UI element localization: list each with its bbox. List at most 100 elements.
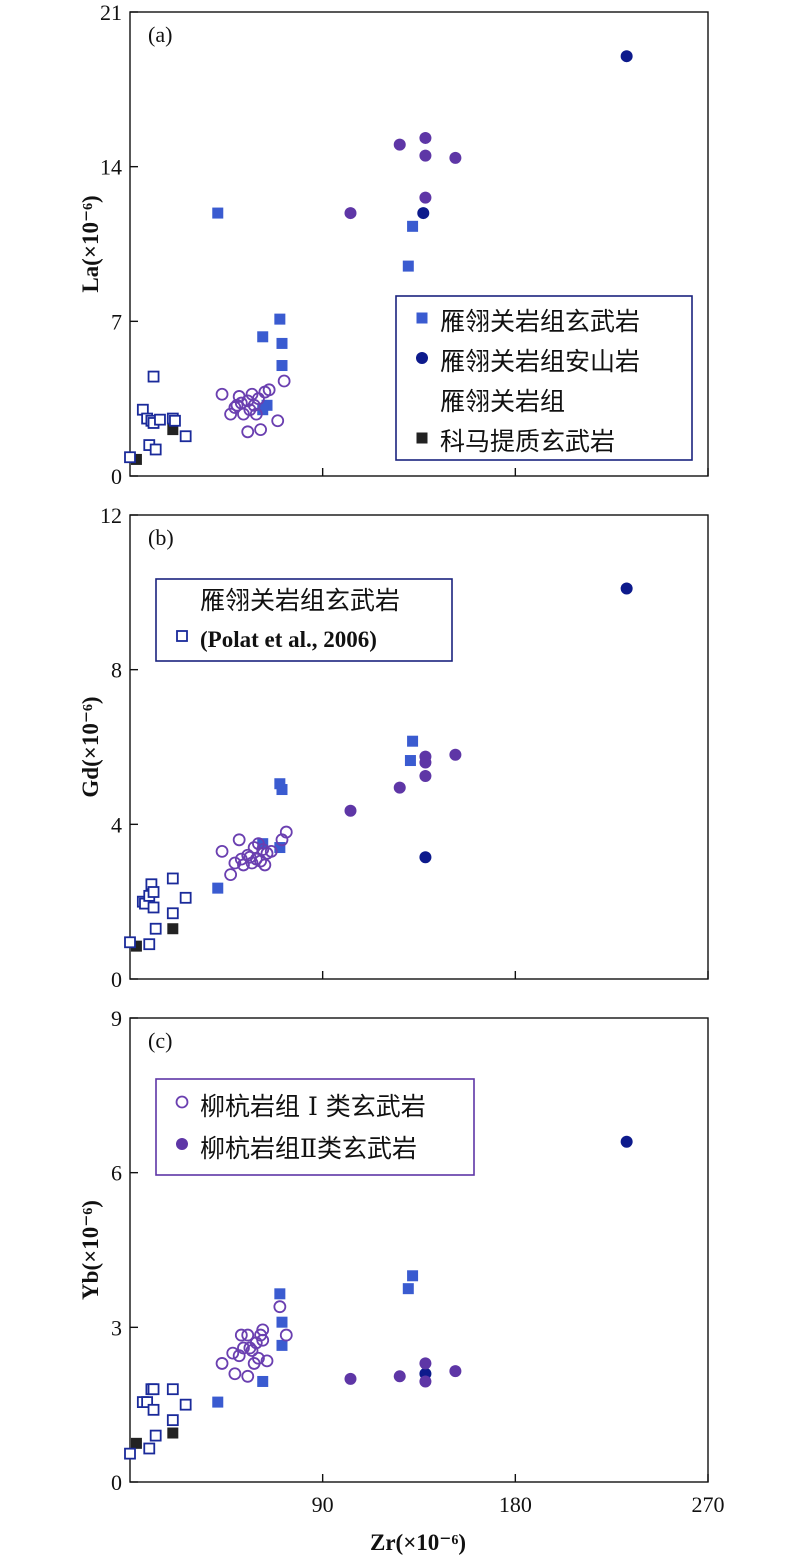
panel-a-point-komatiite xyxy=(167,424,179,436)
panel-b-point-type1 xyxy=(234,852,248,866)
panel-c-xtick-label: 180 xyxy=(499,1492,532,1517)
panel-a-point-type2 xyxy=(419,131,432,144)
panel-a-point-komatiite xyxy=(130,453,142,465)
panel-c-point-komatiite xyxy=(167,1427,179,1439)
panel-b-point-basalt_open xyxy=(124,936,136,949)
panel-c-point-type1 xyxy=(226,1346,240,1360)
panel-c-xtick-label: 270 xyxy=(692,1492,725,1517)
panel-b-point-basalt_open xyxy=(147,886,160,898)
panel-a-point-basalt_filled xyxy=(212,207,224,219)
panel-b-point-type1 xyxy=(243,850,257,864)
panel-c-point-basalt_filled xyxy=(212,1396,224,1408)
panel-c-point-type1 xyxy=(228,1367,242,1381)
panel-a-point-basalt_filled xyxy=(276,337,288,349)
panel-b-point-andesite xyxy=(620,582,633,595)
panel-a-point-basalt_filled xyxy=(276,360,288,372)
panel-b-point-basalt_open xyxy=(149,922,162,935)
panel-b-point-andesite xyxy=(419,851,432,864)
panel-b-ytick-label: 0 xyxy=(111,967,122,992)
panel-a-legend-marker-basalt_filled xyxy=(416,312,428,324)
panel-c-ylabel: Yb(×10⁻⁶) xyxy=(78,1200,103,1300)
panel-a-point-type1 xyxy=(271,414,285,428)
panel-c-point-basalt_open xyxy=(166,1383,179,1396)
panel-a-point-type2 xyxy=(419,191,432,204)
panel-a-legend-label-basalt_filled: 雁翎关岩组玄武岩 xyxy=(440,307,640,336)
panel-a-point-type1 xyxy=(241,425,255,439)
panel-c-point-basalt_filled xyxy=(402,1283,414,1295)
panel-a-ytick-label: 21 xyxy=(100,0,122,25)
panel-a-point-type1 xyxy=(243,403,257,417)
panel-c-legend-marker-type2 xyxy=(176,1138,188,1150)
panel-b-point-type2 xyxy=(344,804,357,817)
panel-a-ytick-label: 7 xyxy=(111,309,122,334)
panel-c-point-type1 xyxy=(243,1341,257,1355)
panel-b-point-type2 xyxy=(449,748,462,761)
panel-c-point-type1 xyxy=(215,1357,229,1370)
panel-a-legend-label-andesite: 雁翎关岩组安山岩 xyxy=(440,347,640,376)
panel-b-series-type2 xyxy=(344,748,462,817)
panel-b-legend-label-basalt_open-line1: 雁翎关岩组玄武岩 xyxy=(200,586,400,615)
panel-c-point-basalt_open xyxy=(166,1414,179,1427)
panel-b-point-basalt_filled xyxy=(404,755,416,767)
panel-b-ylabel: Gd(×10⁻⁶) xyxy=(78,696,103,797)
panel-b-point-komatiite xyxy=(167,923,179,935)
panel-a-series-komatiite xyxy=(130,424,179,465)
panel-b-point-basalt_filled xyxy=(274,842,286,854)
panel-b-point-basalt_open xyxy=(147,901,160,914)
panel-a-panel-label: (a) xyxy=(148,22,172,47)
panel-a-point-basalt_open xyxy=(169,414,181,427)
panel-b-point-type1 xyxy=(254,854,267,868)
panel-c-series-type1 xyxy=(215,1300,293,1383)
panel-b-point-basalt_open xyxy=(143,938,156,951)
panel-a-legend-frame xyxy=(395,295,693,461)
panel-b-point-type2 xyxy=(419,770,432,782)
panel-a-point-type1 xyxy=(230,398,244,412)
panel-a-point-type1 xyxy=(277,374,291,388)
panel-a-point-type1 xyxy=(262,383,276,397)
panel-a-point-basalt_open xyxy=(179,430,192,443)
panel-b-point-basalt_open xyxy=(166,907,179,920)
panel-c-point-basalt_open xyxy=(143,1442,156,1455)
panel-c-panel-label: (c) xyxy=(148,1028,172,1053)
panel-a-point-type2 xyxy=(393,138,406,151)
panel-a-point-type1 xyxy=(237,407,250,421)
panel-a-point-andesite xyxy=(620,50,633,63)
panel-c-series-komatiite xyxy=(130,1427,179,1449)
panel-a-point-type1 xyxy=(252,392,265,406)
panel-c-point-basalt_filled xyxy=(257,1375,269,1387)
panel-a-point-type1 xyxy=(215,387,229,401)
panel-a-point-type1 xyxy=(224,407,238,421)
panel-c-ytick-label: 3 xyxy=(111,1315,122,1340)
panel-b-point-type1 xyxy=(245,856,259,870)
panel-b-point-type1 xyxy=(224,868,238,881)
panel-c-point-basalt_open xyxy=(179,1398,192,1411)
panel-c-ytick-label: 6 xyxy=(111,1161,122,1186)
panel-a-series-type1 xyxy=(215,374,291,439)
panel-a-point-basalt_filled xyxy=(407,220,419,232)
panel-a-point-basalt_open xyxy=(149,443,162,456)
panel-c-point-basalt_filled xyxy=(407,1270,419,1282)
panel-c-ytick-label: 0 xyxy=(111,1470,122,1495)
panel-c-point-type1 xyxy=(241,1328,255,1342)
panel-b-ytick-label: 8 xyxy=(111,658,122,683)
panel-c-xtick-label: 90 xyxy=(312,1492,334,1517)
panel-b-point-basalt_filled xyxy=(212,882,224,894)
panel-b-point-type1 xyxy=(264,845,278,858)
panel-a-ytick-label: 14 xyxy=(100,155,122,180)
panel-c-point-komatiite xyxy=(130,1437,142,1449)
panel-a-point-type1 xyxy=(254,423,267,437)
panel-a-point-basalt_filled xyxy=(257,331,269,343)
panel-c-point-type1 xyxy=(241,1369,255,1383)
panel-c-legend-label-type2: 柳杭岩组Ⅱ类玄武岩 xyxy=(200,1134,417,1163)
panel-b-ytick-label: 12 xyxy=(100,503,122,528)
panel-b-point-basalt_filled xyxy=(274,778,286,790)
panel-a-point-basalt_open xyxy=(147,370,160,383)
panel-b-legend-frame xyxy=(155,578,453,662)
panel-c-point-type1 xyxy=(279,1328,293,1342)
panel-c-point-type2 xyxy=(344,1372,357,1385)
panel-b-point-type2 xyxy=(393,781,406,794)
panel-a-frame xyxy=(129,11,709,477)
panel-a: 0 7 14 21 La(×10⁻⁶) (a) xyxy=(78,0,709,489)
